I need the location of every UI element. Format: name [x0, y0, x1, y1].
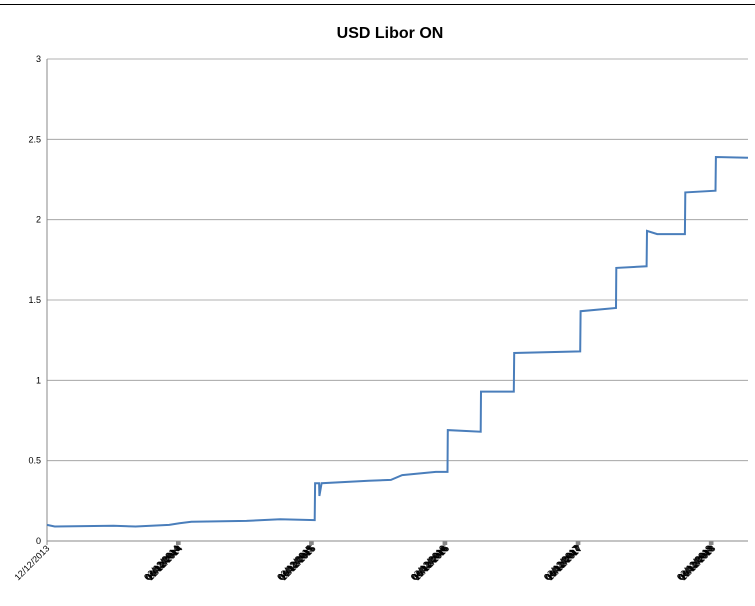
y-tick-label: 3 [36, 54, 41, 64]
y-tick-label: 1 [36, 375, 41, 385]
y-tick-label: 0.5 [28, 456, 41, 466]
x-tick-label: 12/12/2013 [12, 543, 51, 582]
chart-title: USD Libor ON [337, 25, 444, 42]
x-tick-label: 12/12/2016 [412, 543, 451, 582]
x-tick-label: 12/12/2014 [146, 543, 185, 582]
y-tick-label: 1.5 [28, 295, 41, 305]
y-tick-label: 2.5 [28, 134, 41, 144]
x-tick-label: 12/12/2017 [545, 543, 584, 582]
x-tick-label: 12/12/2018 [678, 543, 717, 582]
line-series [46, 155, 749, 528]
x-tick-label: 12/12/2015 [279, 543, 318, 582]
y-tick-label: 0 [36, 536, 41, 546]
y-tick-label: 2 [36, 215, 41, 225]
